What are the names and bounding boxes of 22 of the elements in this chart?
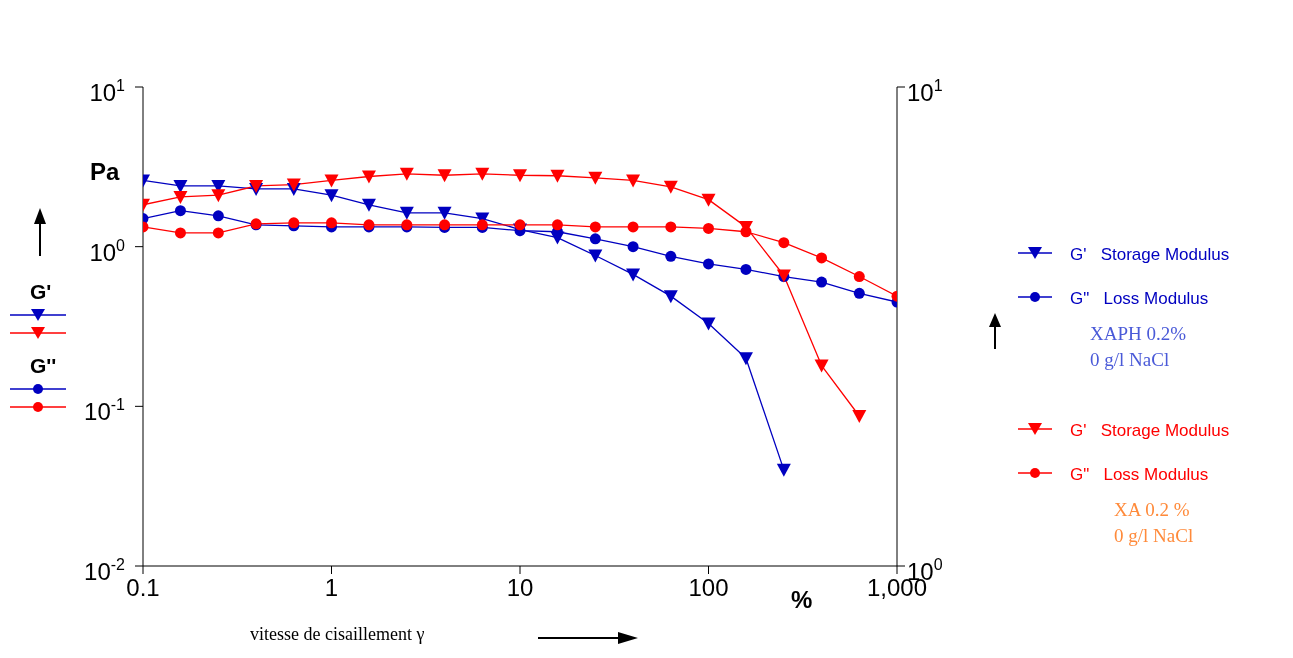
y-tick-label: 10$^{0}$ (89, 236, 126, 267)
y-tick-label: 10$^{-1}$ (84, 396, 126, 426)
x-tick-label: 0.1 (126, 574, 160, 602)
text: XAPH 0.2% (1090, 322, 1188, 346)
y-axis-title: Pa (90, 158, 120, 186)
y-tick-label: 10$^{-2}$ (84, 555, 126, 586)
text: 0 g/l NaCl (1090, 348, 1171, 372)
legend-label: G" Loss Modulus (1070, 465, 1209, 485)
legend-label: G" Loss Modulus (1070, 289, 1209, 309)
x-tick-label: 100 (688, 574, 729, 602)
y2-tick-label: 10$^{1}$ (907, 76, 943, 107)
text: G'' (30, 354, 58, 378)
text: % (791, 586, 813, 614)
legend-label: G' Storage Modulus (1070, 245, 1230, 265)
legend-label: G' Storage Modulus (1070, 421, 1230, 441)
x-axis-title: vitesse de cisaillement γ (250, 624, 425, 645)
x-tick-label: 1 (324, 574, 339, 602)
text: 0 g/l NaCl (1114, 524, 1195, 548)
x-tick-label: 10 (506, 574, 534, 602)
y-tick-label: 10$^{1}$ (89, 76, 126, 107)
text: XA 0.2 % (1114, 498, 1191, 522)
text: G' (30, 280, 53, 304)
